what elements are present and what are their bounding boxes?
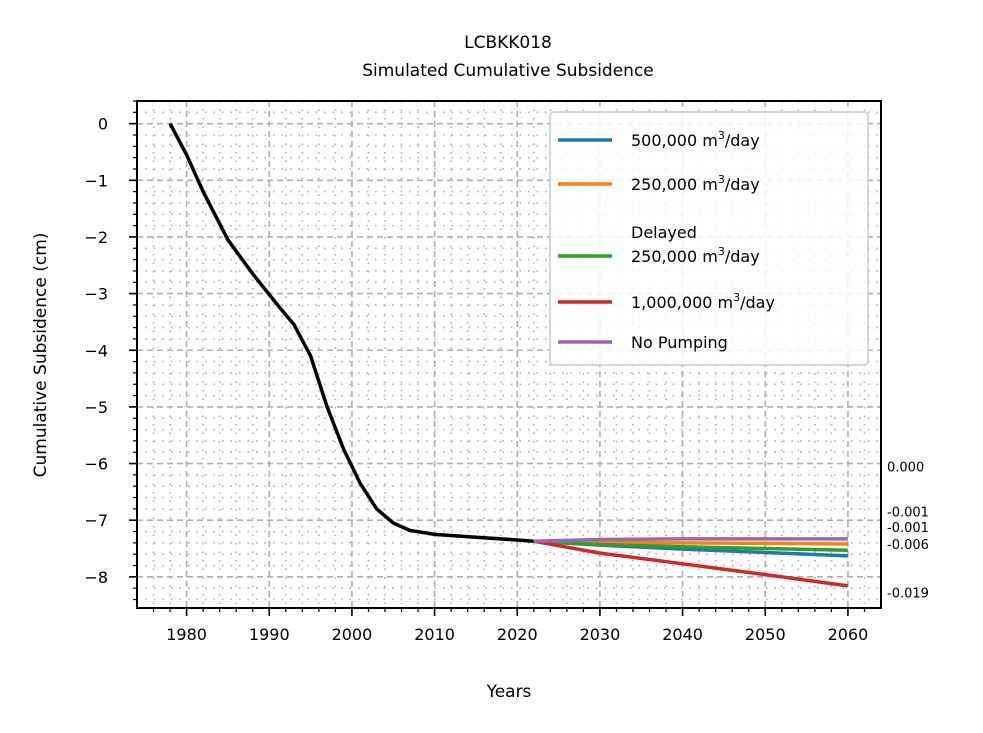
x-tick-label: 2000 <box>332 625 373 644</box>
legend-label: 250,000 m3/day <box>631 245 760 266</box>
end-value-label: -0.019 <box>887 587 929 602</box>
series-line-3 <box>533 539 848 552</box>
y-tick-label: −5 <box>84 398 108 417</box>
end-value-label: -0.006 <box>887 538 929 553</box>
x-tick-label: 1990 <box>249 625 290 644</box>
x-tick-label: 2060 <box>828 625 869 644</box>
y-tick-label: −8 <box>84 568 108 587</box>
y-tick-label: 0 <box>98 115 108 134</box>
end-value-label: 0.000 <box>887 460 924 475</box>
y-axis-label: Cumulative Subsidence (cm) <box>31 233 51 478</box>
legend-label: No Pumping <box>631 333 728 352</box>
legend-label: 1,000,000 m3/day <box>631 291 775 312</box>
x-tick-label: 2030 <box>580 625 621 644</box>
x-tick-label: 1980 <box>166 625 207 644</box>
plot-frame <box>136 100 882 609</box>
chart-subtitle: Simulated Cumulative Subsidence <box>362 61 654 81</box>
legend-label: 500,000 m3/day <box>631 129 760 150</box>
chart-title: LCBKK018 <box>464 33 552 53</box>
x-tick-label: 2050 <box>745 625 786 644</box>
series-line-5 <box>533 537 848 543</box>
y-tick-label: −7 <box>84 511 108 530</box>
y-tick-label: −4 <box>84 341 108 360</box>
x-tick-label: 2010 <box>414 625 455 644</box>
y-tick-label: −3 <box>84 285 108 304</box>
x-tick-label: 2020 <box>497 625 538 644</box>
axes <box>129 100 882 616</box>
x-tick-label: 2040 <box>662 625 703 644</box>
x-axis-label: Years <box>486 682 532 702</box>
series-line-historical <box>168 122 534 543</box>
series-lines <box>168 122 849 588</box>
series-line-4 <box>533 539 849 588</box>
end-value-label: -0.001 <box>887 506 929 521</box>
legend-box <box>549 111 869 366</box>
end-value-labels: 0.000 -0.001-0.001 -0.006 -0.019 <box>887 460 929 601</box>
y-tick-label: −1 <box>84 171 108 190</box>
legend: 500,000 m3/day 250,000 m3/day Delayed 250,0… <box>549 111 869 366</box>
legend-label: 250,000 m3/day <box>631 173 760 194</box>
tick-labels: 1980 1990 2000 2010 2020 2030 2040 2050 2060 0 −1 −… <box>84 115 868 644</box>
end-value-label: -0.001 <box>887 521 929 536</box>
legend-label: Delayed <box>631 223 697 242</box>
y-tick-label: −2 <box>84 228 108 247</box>
y-tick-label: −6 <box>84 455 108 474</box>
